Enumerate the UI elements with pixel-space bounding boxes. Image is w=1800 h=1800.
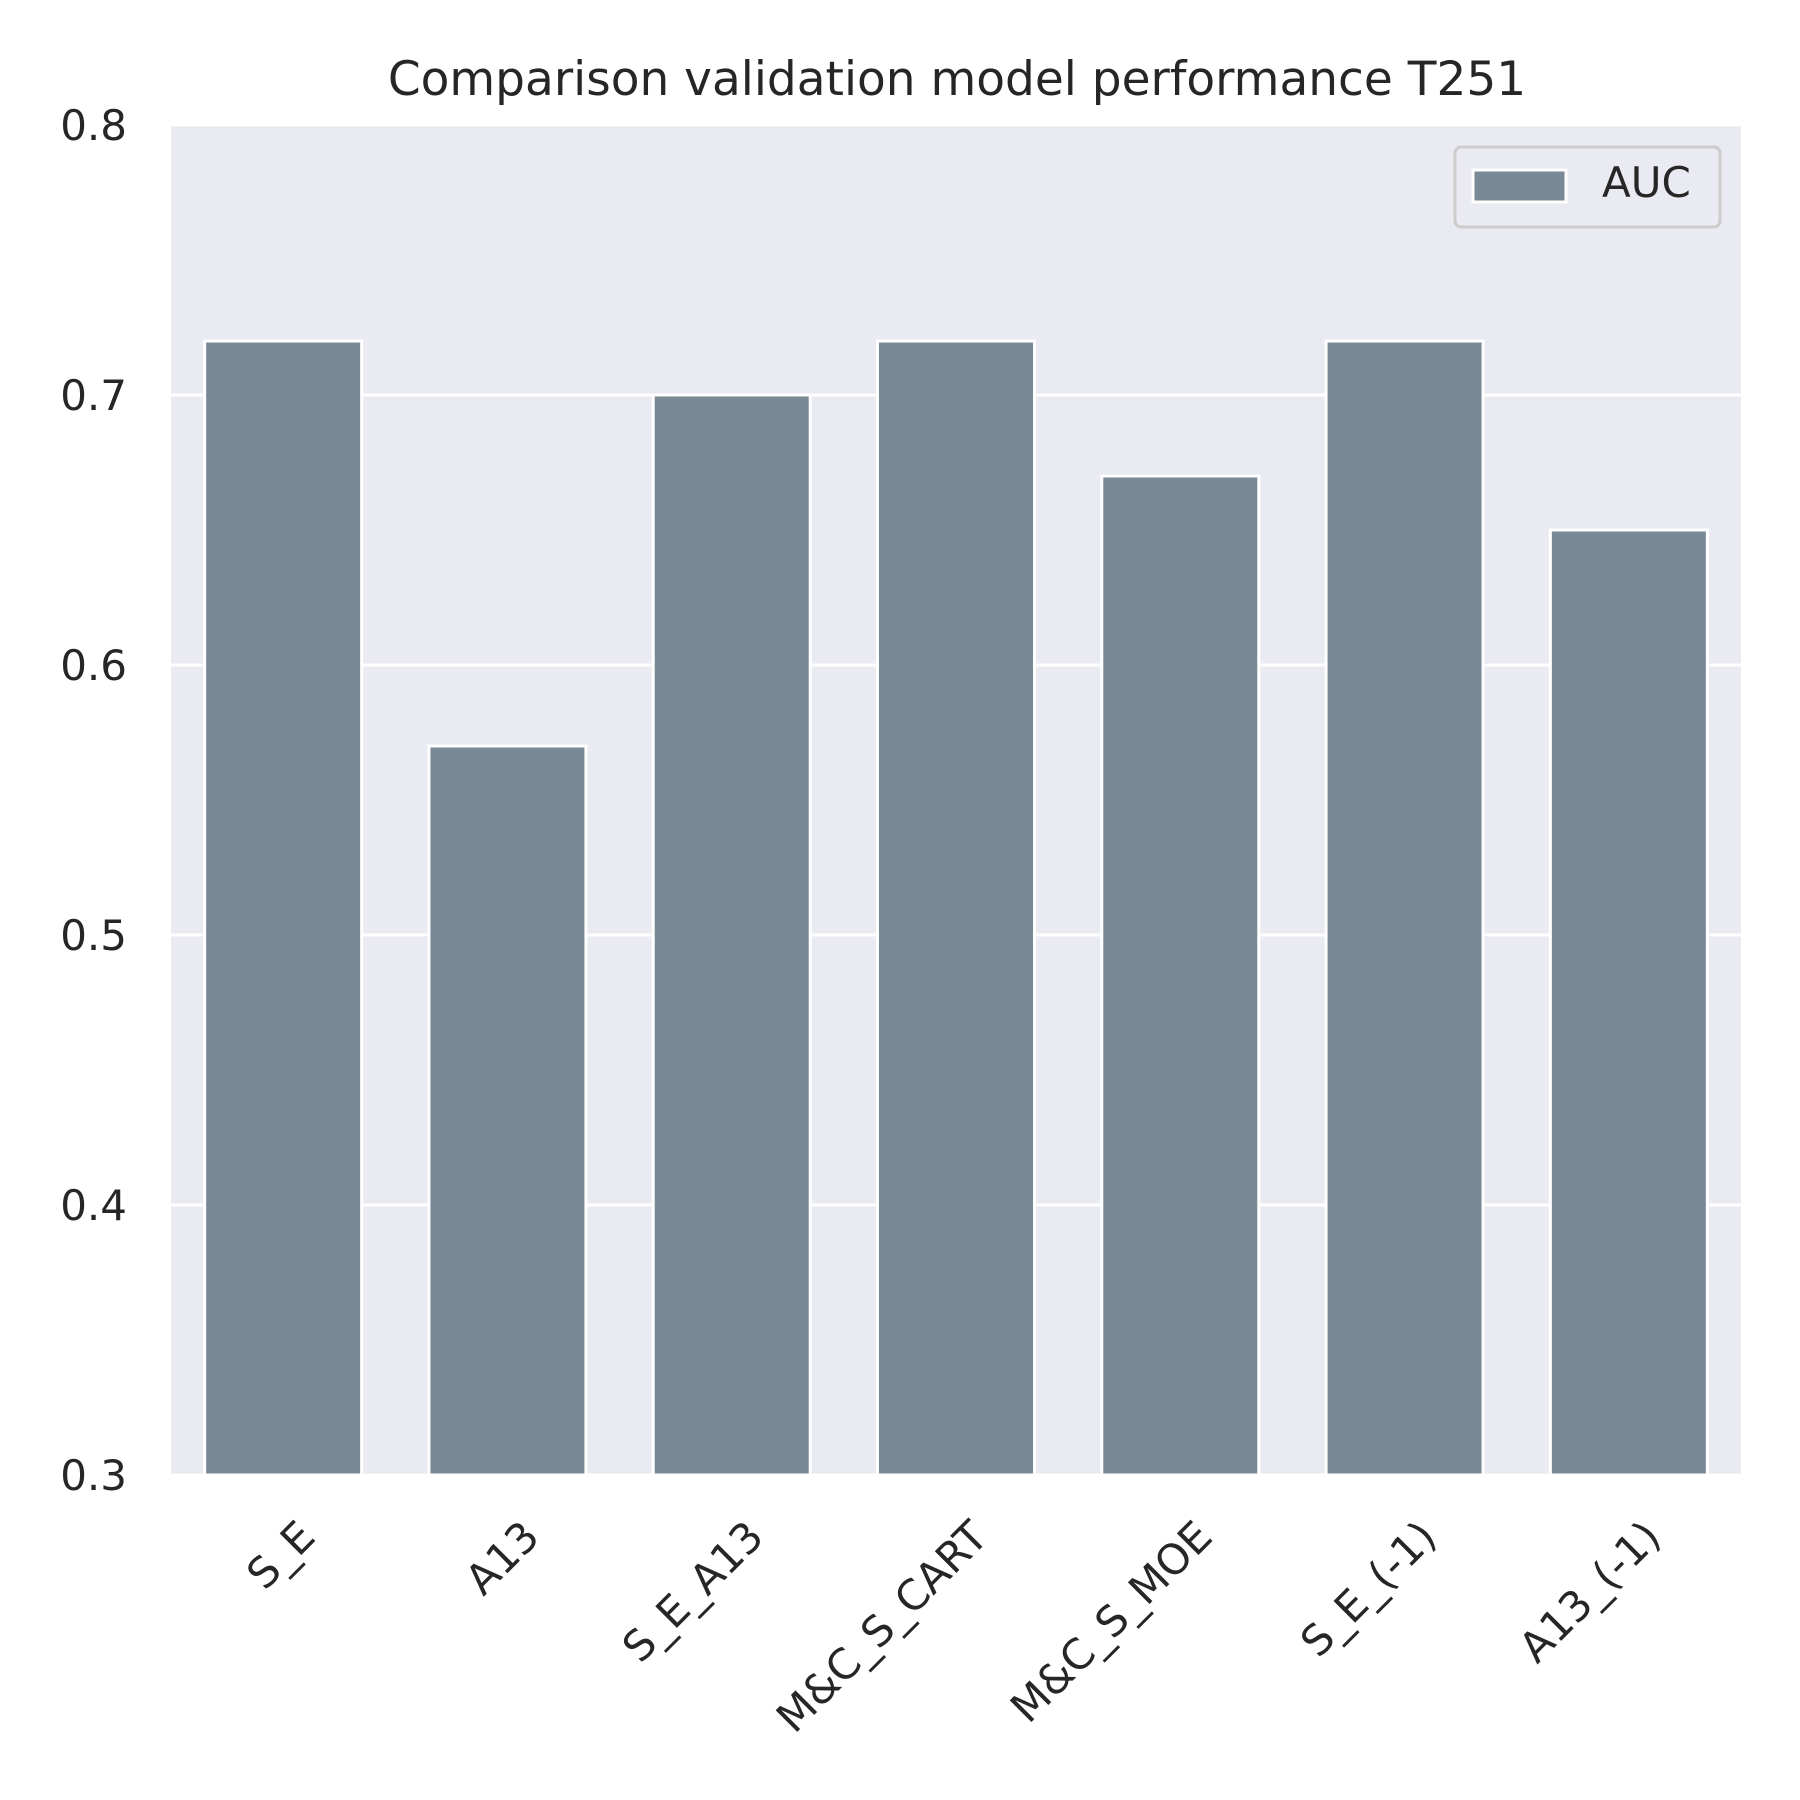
x-tick-label: A13_(-1) [1510,1511,1670,1671]
legend: AUC [1453,145,1722,229]
x-tick-label: M&C_S_MOE [1001,1511,1221,1731]
legend-swatch [1471,168,1568,204]
y-axis: 0.3 0.4 0.5 0.6 0.7 0.8 [60,101,127,1500]
bar [1548,528,1709,1477]
bars [203,339,1709,1477]
x-tick-label: S_E_(-1) [1291,1511,1446,1666]
x-tick-label: S_E_A13 [613,1511,773,1671]
bar [427,744,588,1477]
bar [1100,474,1261,1477]
bar [876,339,1036,1477]
bar [651,393,812,1477]
bar [203,339,364,1477]
y-tick-label: 0.3 [60,1451,127,1500]
x-tick-label: A13 [456,1511,549,1604]
legend-label: AUC [1602,158,1691,207]
y-tick-label: 0.4 [60,1181,127,1230]
y-tick-label: 0.6 [60,641,127,690]
y-tick-label: 0.7 [60,371,127,420]
y-tick-label: 0.8 [60,101,127,150]
x-tick-label: M&C_S_CART [767,1511,998,1742]
y-tick-label: 0.5 [60,911,127,960]
x-tick-label: S_E [237,1511,324,1598]
legend-box [1453,145,1722,229]
bar [1324,339,1485,1477]
chart-title: Comparison validation model performance … [388,52,1526,107]
